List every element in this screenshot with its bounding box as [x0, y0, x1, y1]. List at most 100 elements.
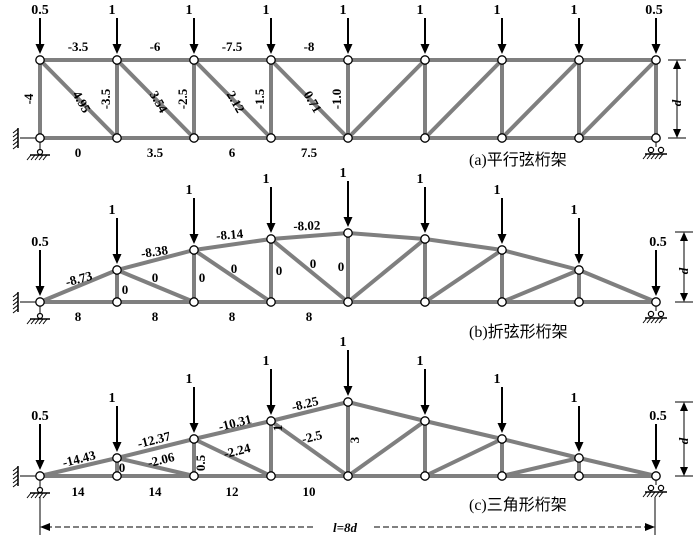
vertical-force-b-2: 0	[276, 263, 283, 278]
node-a-top-2	[189, 55, 199, 65]
load-b-5-label: 1	[417, 172, 424, 187]
diagonal-a-4	[346, 58, 427, 140]
load-a-4-head	[343, 44, 353, 54]
diagonal-c-5	[423, 437, 504, 478]
top-force-a-1: -6	[150, 39, 161, 54]
bottom-force-b-1: 8	[152, 309, 159, 324]
vertical-force-a-0: -4	[21, 93, 36, 104]
truss-supports	[12, 128, 667, 499]
top-chord-c-3	[269, 400, 350, 423]
load-b-0-head	[35, 286, 45, 296]
load-c-6-head	[497, 423, 507, 433]
top-chord-b-6	[500, 248, 581, 272]
load-c-3-head	[266, 405, 276, 415]
load-c-5-head	[420, 405, 430, 415]
node-c-top-7	[574, 453, 584, 463]
node-c-top-1	[112, 453, 122, 463]
top-chord-b-2	[192, 237, 273, 252]
bottom-force-b-0: 8	[75, 309, 82, 324]
top-force-a-0: -3.5	[68, 39, 89, 54]
node-b-bottom-5	[420, 297, 430, 307]
diagonal-b-5	[423, 248, 504, 304]
top-chord-b-0	[38, 268, 119, 304]
load-a-2-label: 1	[186, 3, 193, 18]
node-a-bottom-8	[651, 133, 661, 143]
truss-members	[38, 58, 658, 478]
diagonal-c-6	[500, 456, 581, 478]
load-c-4-head	[343, 386, 353, 396]
node-b-top-7	[574, 265, 584, 275]
diagonal-a-6	[500, 58, 581, 140]
node-c-top-5	[420, 416, 430, 426]
diagonal-force-c-0: -2.06	[146, 449, 176, 470]
node-b-top-1	[112, 265, 122, 275]
pin-support-a	[12, 128, 50, 161]
caption-b: (b)折弦形桁架	[469, 323, 568, 341]
top-force-a-2: -7.5	[222, 39, 243, 54]
vertical-force-c-0: 0	[119, 460, 126, 475]
load-c-2-head	[189, 423, 199, 433]
caption-c: (c)三角形桁架	[469, 496, 567, 514]
diagonal-b-6	[500, 268, 581, 304]
bottom-force-b-2: 8	[229, 309, 236, 324]
node-a-top-3	[266, 55, 276, 65]
node-a-bottom-7	[574, 133, 584, 143]
node-b-bottom-3	[266, 297, 276, 307]
load-a-6-head	[497, 44, 507, 54]
bottom-force-a-2: 6	[229, 145, 236, 160]
top-chord-c-1	[115, 437, 196, 460]
load-a-0-head	[35, 44, 45, 54]
diagonal-a-1	[115, 58, 196, 140]
vertical-force-a-2: -2.5	[175, 88, 190, 109]
diagonal-force-b-2: 0	[310, 256, 317, 271]
load-b-2-head	[189, 234, 199, 244]
roller-support-c	[642, 480, 667, 498]
diagonal-force-c-2: -2.5	[300, 427, 324, 447]
node-a-bottom-2	[189, 133, 199, 143]
member-force-labels: -3.5 -6 -7.5 -8-4 -3.5 -2.5 -1.5 -1.04.95 3.54 2.…	[21, 39, 362, 499]
node-b-bottom-6	[497, 297, 507, 307]
node-a-top-4	[343, 55, 353, 65]
load-c-8-head	[651, 460, 661, 470]
node-b-top-6	[497, 245, 507, 255]
load-c-7-label: 1	[571, 391, 578, 406]
diagonal-c-4	[346, 419, 427, 478]
diagonal-c-2	[192, 437, 273, 478]
load-a-1-head	[112, 44, 122, 54]
node-a-bottom-0	[35, 133, 45, 143]
node-b-top-5	[420, 234, 430, 244]
load-a-4-label: 1	[340, 3, 347, 18]
load-b-2-label: 1	[186, 183, 193, 198]
node-c-top-0	[35, 471, 45, 481]
bottom-force-a-0: 0	[75, 145, 82, 160]
node-c-bottom-4	[343, 471, 353, 481]
node-c-bottom-3	[266, 471, 276, 481]
top-force-a-3: -8	[304, 39, 315, 54]
node-a-bottom-3	[266, 133, 276, 143]
load-a-1-label: 1	[109, 3, 116, 18]
top-force-b-0: -8.73	[64, 268, 95, 290]
top-force-c-3: -8.25	[290, 393, 320, 414]
height-label-b: d	[676, 267, 691, 274]
top-chord-c-6	[500, 437, 581, 460]
diagonal-c-1	[115, 456, 196, 478]
load-c-0-label: 0.5	[31, 409, 49, 424]
node-b-bottom-1	[112, 297, 122, 307]
span-dimension: l=8d	[39, 497, 656, 535]
load-a-0-label: 0.5	[31, 3, 49, 18]
top-chord-c-0	[38, 456, 119, 478]
load-b-1-head	[112, 254, 122, 264]
node-a-top-1	[112, 55, 122, 65]
load-b-6-head	[497, 234, 507, 244]
load-c-8-label: 0.5	[649, 409, 667, 424]
bottom-force-c-0: 14	[72, 484, 86, 499]
diagonal-force-c-1: -2.24	[222, 440, 252, 461]
diagonal-b-4	[346, 237, 427, 304]
node-c-top-4	[343, 397, 353, 407]
load-b-6-label: 1	[494, 183, 501, 198]
top-chord-b-1	[115, 248, 196, 272]
node-b-bottom-7	[574, 297, 584, 307]
load-a-5-head	[420, 44, 430, 54]
top-force-b-3: -8.02	[293, 218, 321, 234]
node-a-bottom-4	[343, 133, 353, 143]
